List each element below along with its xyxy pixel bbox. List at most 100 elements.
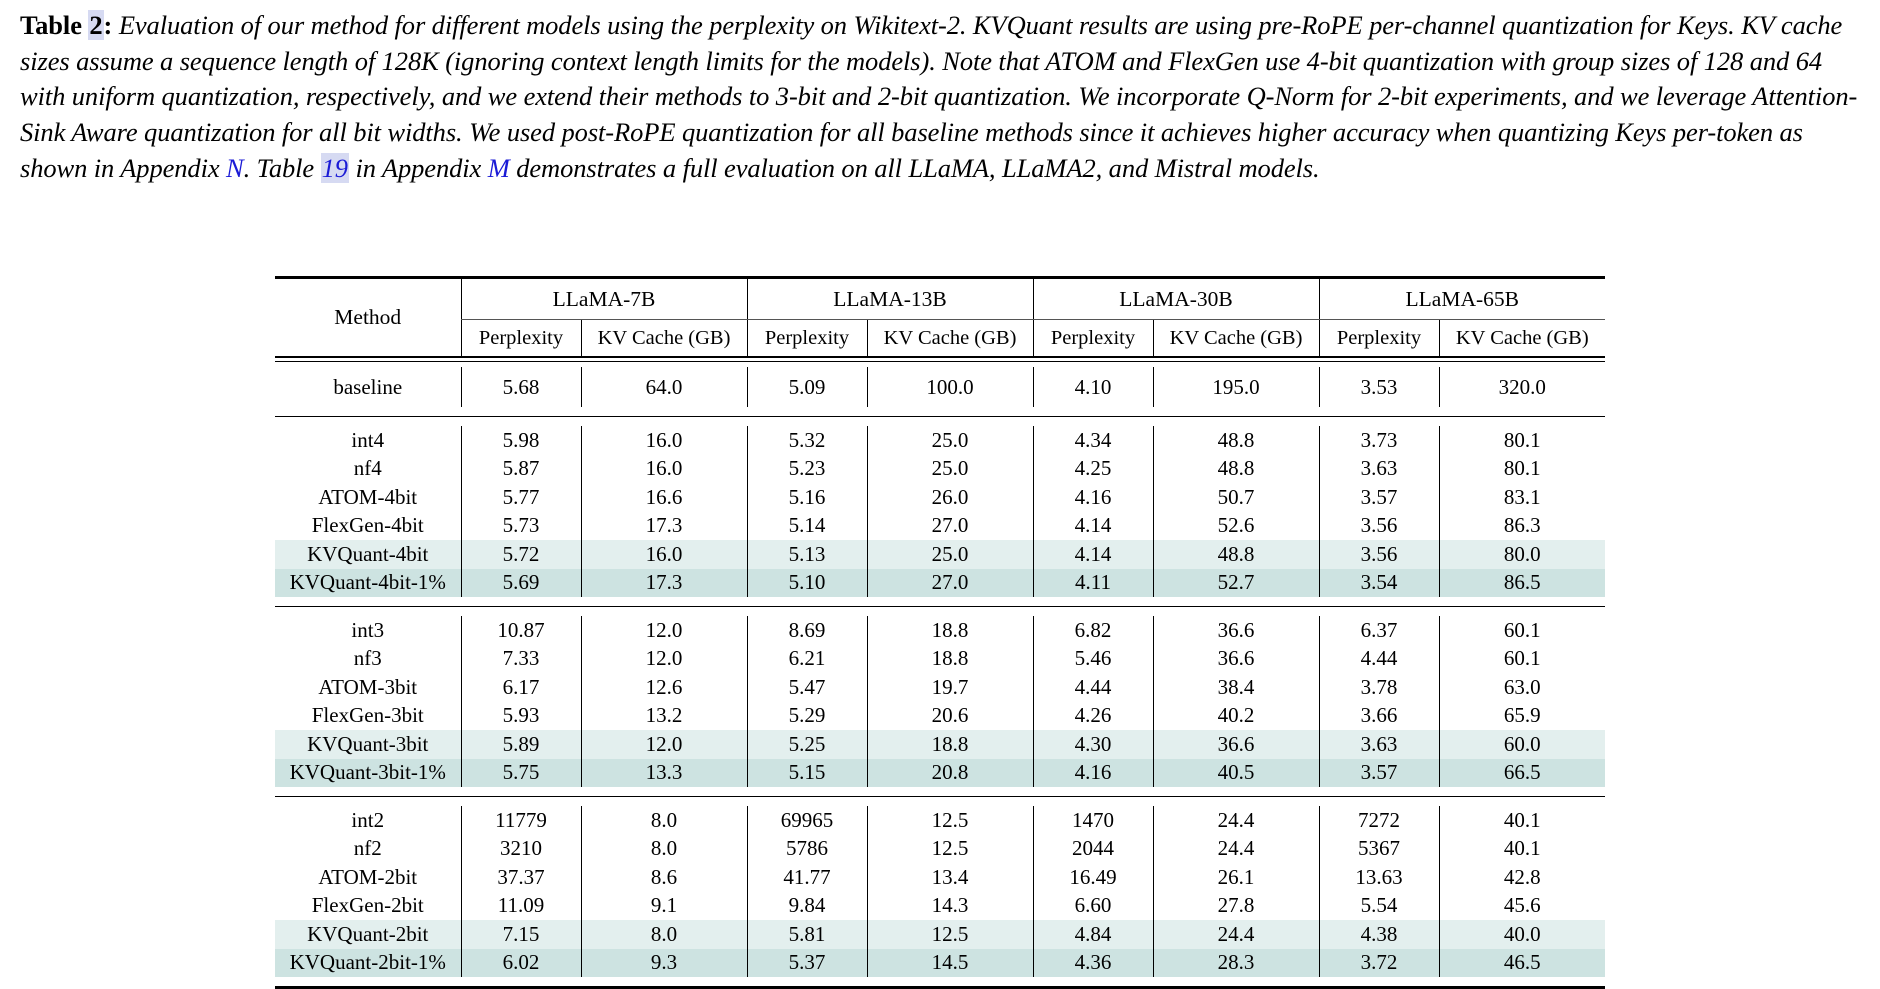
perplexity-cell: 4.26 bbox=[1033, 702, 1153, 731]
perplexity-cell: 5.25 bbox=[747, 730, 867, 759]
header-perplexity-7b: Perplexity bbox=[461, 320, 581, 358]
method-cell: KVQuant-2bit bbox=[275, 920, 461, 949]
header-model-llama-13b: LLaMA-13B bbox=[747, 279, 1033, 320]
row-spacer bbox=[275, 607, 1605, 616]
kvcache-cell: 13.3 bbox=[581, 759, 747, 788]
perplexity-cell: 5.23 bbox=[747, 455, 867, 484]
kvcache-cell: 27.8 bbox=[1153, 892, 1319, 921]
kvcache-cell: 80.1 bbox=[1439, 455, 1605, 484]
perplexity-cell: 5.98 bbox=[461, 426, 581, 455]
header-model-llama-30b: LLaMA-30B bbox=[1033, 279, 1319, 320]
perplexity-cell: 7.15 bbox=[461, 920, 581, 949]
perplexity-cell: 5.10 bbox=[747, 569, 867, 598]
perplexity-cell: 5.73 bbox=[461, 512, 581, 541]
perplexity-cell: 4.30 bbox=[1033, 730, 1153, 759]
table-19-link[interactable]: 19 bbox=[321, 153, 349, 183]
perplexity-cell: 5.77 bbox=[461, 483, 581, 512]
perplexity-cell: 4.16 bbox=[1033, 759, 1153, 788]
kvcache-cell: 48.8 bbox=[1153, 426, 1319, 455]
kvcache-cell: 16.0 bbox=[581, 426, 747, 455]
kvcache-cell: 12.0 bbox=[581, 616, 747, 645]
method-cell: ATOM-4bit bbox=[275, 483, 461, 512]
method-cell: baseline bbox=[275, 367, 461, 407]
perplexity-cell: 41.77 bbox=[747, 863, 867, 892]
kvcache-cell: 52.6 bbox=[1153, 512, 1319, 541]
perplexity-cell: 7272 bbox=[1319, 806, 1439, 835]
perplexity-cell: 4.10 bbox=[1033, 367, 1153, 407]
kvcache-cell: 16.6 bbox=[581, 483, 747, 512]
kvcache-cell: 19.7 bbox=[867, 673, 1033, 702]
perplexity-cell: 4.16 bbox=[1033, 483, 1153, 512]
kvcache-cell: 20.6 bbox=[867, 702, 1033, 731]
kvcache-cell: 63.0 bbox=[1439, 673, 1605, 702]
perplexity-cell: 5.32 bbox=[747, 426, 867, 455]
perplexity-cell: 5.69 bbox=[461, 569, 581, 598]
appendix-n-link[interactable]: N bbox=[226, 153, 244, 183]
perplexity-cell: 4.11 bbox=[1033, 569, 1153, 598]
kvcache-cell: 65.9 bbox=[1439, 702, 1605, 731]
header-model-llama-7b: LLaMA-7B bbox=[461, 279, 747, 320]
perplexity-cell: 7.33 bbox=[461, 645, 581, 674]
perplexity-cell: 5.13 bbox=[747, 540, 867, 569]
perplexity-cell: 4.25 bbox=[1033, 455, 1153, 484]
perplexity-cell: 4.84 bbox=[1033, 920, 1153, 949]
header-model-llama-65b: LLaMA-65B bbox=[1319, 279, 1605, 320]
perplexity-cell: 6.17 bbox=[461, 673, 581, 702]
kvcache-cell: 9.3 bbox=[581, 949, 747, 978]
perplexity-cell: 9.84 bbox=[747, 892, 867, 921]
kvcache-cell: 12.6 bbox=[581, 673, 747, 702]
kvcache-cell: 9.1 bbox=[581, 892, 747, 921]
kvcache-cell: 18.8 bbox=[867, 616, 1033, 645]
kvcache-cell: 25.0 bbox=[867, 455, 1033, 484]
perplexity-cell: 3.54 bbox=[1319, 569, 1439, 598]
kvcache-cell: 80.1 bbox=[1439, 426, 1605, 455]
kvcache-cell: 20.8 bbox=[867, 759, 1033, 788]
perplexity-cell: 5.47 bbox=[747, 673, 867, 702]
header-method: Method bbox=[275, 279, 461, 357]
perplexity-cell: 69965 bbox=[747, 806, 867, 835]
perplexity-cell: 5.93 bbox=[461, 702, 581, 731]
kvcache-cell: 64.0 bbox=[581, 367, 747, 407]
kvcache-cell: 12.0 bbox=[581, 645, 747, 674]
perplexity-cell: 10.87 bbox=[461, 616, 581, 645]
kvcache-cell: 46.5 bbox=[1439, 949, 1605, 978]
appendix-m-link[interactable]: M bbox=[488, 153, 510, 183]
kvcache-cell: 24.4 bbox=[1153, 835, 1319, 864]
perplexity-cell: 3.73 bbox=[1319, 426, 1439, 455]
caption-text-part-2: . Table bbox=[244, 153, 321, 183]
table-figure-page: Table 2: Evaluation of our method for di… bbox=[0, 0, 1880, 938]
perplexity-cell: 4.34 bbox=[1033, 426, 1153, 455]
perplexity-cell: 6.21 bbox=[747, 645, 867, 674]
method-cell: KVQuant-4bit bbox=[275, 540, 461, 569]
perplexity-cell: 4.44 bbox=[1033, 673, 1153, 702]
header-kvcache-7b: KV Cache (GB) bbox=[581, 320, 747, 358]
caption-label: Table bbox=[20, 10, 82, 40]
kvcache-cell: 12.5 bbox=[867, 920, 1033, 949]
perplexity-cell: 3.63 bbox=[1319, 455, 1439, 484]
kvcache-cell: 25.0 bbox=[867, 426, 1033, 455]
kvcache-cell: 86.3 bbox=[1439, 512, 1605, 541]
caption-text-part-4: demonstrates a full evaluation on all LL… bbox=[510, 153, 1320, 183]
kvcache-cell: 17.3 bbox=[581, 512, 747, 541]
caption-number-link[interactable]: 2 bbox=[88, 10, 103, 40]
method-cell: nf3 bbox=[275, 645, 461, 674]
metric-header-row: Perplexity KV Cache (GB) Perplexity KV C… bbox=[275, 320, 1605, 358]
perplexity-cell: 3.72 bbox=[1319, 949, 1439, 978]
kvcache-cell: 8.0 bbox=[581, 835, 747, 864]
perplexity-cell: 5.09 bbox=[747, 367, 867, 407]
perplexity-cell: 3210 bbox=[461, 835, 581, 864]
kvcache-cell: 18.8 bbox=[867, 730, 1033, 759]
perplexity-cell: 37.37 bbox=[461, 863, 581, 892]
kvcache-cell: 12.0 bbox=[581, 730, 747, 759]
kvcache-cell: 40.1 bbox=[1439, 806, 1605, 835]
perplexity-cell: 13.63 bbox=[1319, 863, 1439, 892]
